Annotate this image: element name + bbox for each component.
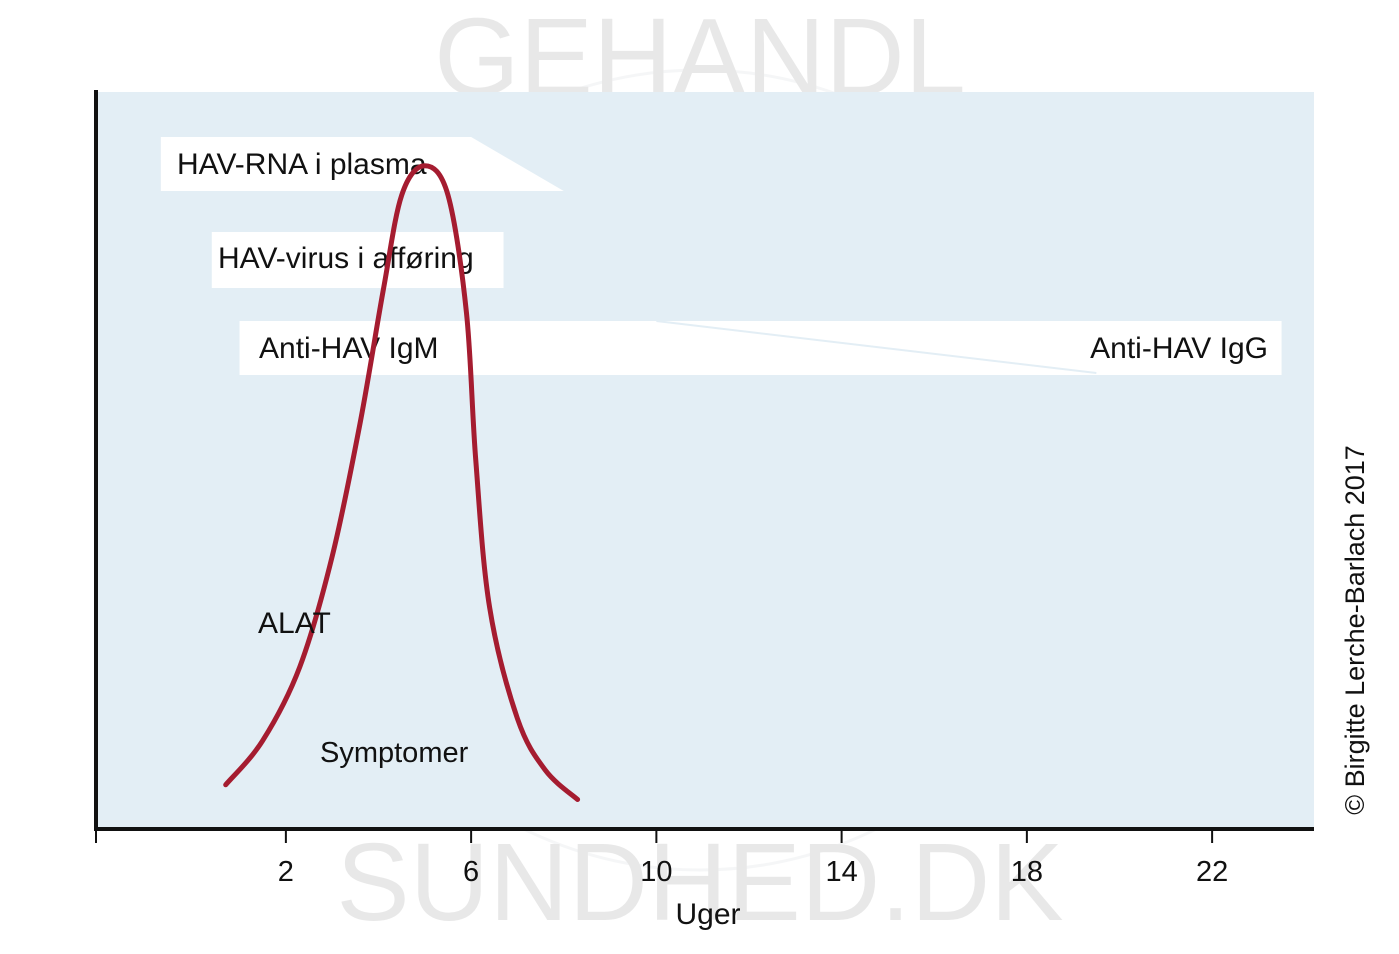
- x-tick-label: 18: [1011, 856, 1043, 888]
- band-hav-rna: [160, 137, 564, 191]
- x-axis-label: Uger: [675, 898, 740, 931]
- x-tick-label: 6: [463, 856, 479, 888]
- x-tick-label: 2: [278, 856, 294, 888]
- plot-area: [96, 92, 1314, 829]
- label-alat: ALAT: [258, 607, 331, 640]
- x-tick-label: 10: [640, 856, 672, 888]
- label-symptomer: Symptomer: [320, 737, 469, 769]
- x-axis-ticks: 2 6 10 14 18 22: [95, 829, 1228, 888]
- label-anti-hav-igm: Anti-HAV IgM: [259, 332, 439, 365]
- x-tick-label: 22: [1196, 856, 1228, 888]
- label-anti-hav-igg: Anti-HAV IgG: [1090, 332, 1268, 365]
- label-hav-virus: HAV-virus i afføring: [218, 242, 474, 275]
- igm-igg-transition-line: [656, 320, 1097, 374]
- band-anti-hav: [239, 321, 1282, 375]
- alat-curve: [223, 163, 581, 802]
- watermark-text-bottom: SUNDHED.DK: [336, 821, 1063, 944]
- label-hav-rna: HAV-RNA i plasma: [177, 148, 427, 181]
- copyright-text: © Birgitte Lerche-Barlach 2017: [1340, 445, 1370, 815]
- x-tick-label: 14: [825, 856, 857, 888]
